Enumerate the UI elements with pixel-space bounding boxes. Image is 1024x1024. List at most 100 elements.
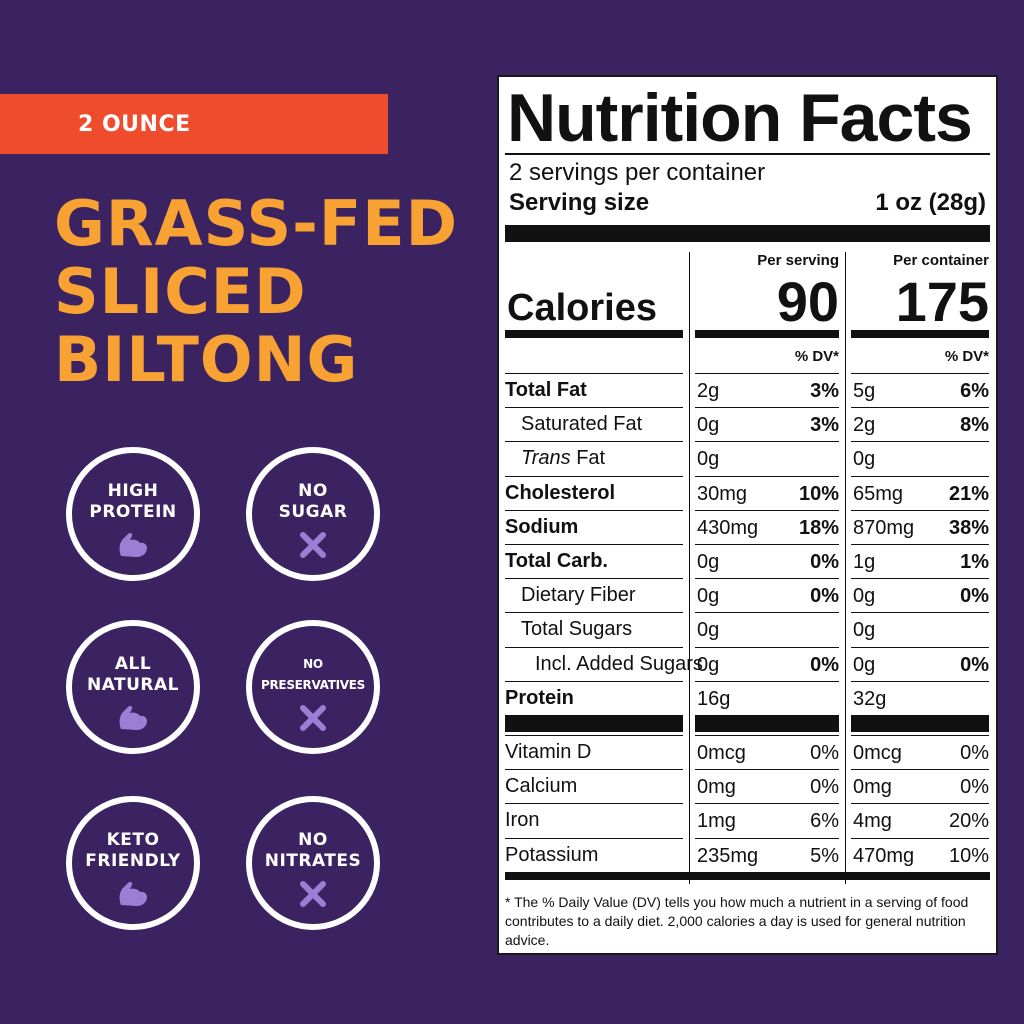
row-divider [695,544,839,545]
serving-amount: 0g [697,653,720,676]
badge-label: KETO FRIENDLY [85,830,181,871]
container-dv: 20% [948,810,989,833]
x-icon [299,704,327,736]
serving-dv: 3% [810,380,839,402]
divider [505,153,990,155]
nutrient-row: Trans Fat 0g 0g [499,441,1000,475]
container-dv: 38% [948,516,989,539]
serving-dv: 18% [798,516,839,539]
row-divider [695,373,839,374]
container-dv: 21% [948,482,989,505]
row-divider [505,578,683,580]
row-divider [505,735,683,736]
serving-amount: 30mg [697,482,748,505]
thick-divider [851,715,989,732]
row-divider [851,441,989,443]
nutrient-row: Incl. Added Sugars 0g 0% 0g 0% [499,647,1000,681]
nutrient-row: Sodium 430mg 18% 870mg 38% [499,510,1000,544]
nutrient-name: Sodium [505,515,579,538]
row-divider [505,837,683,839]
badge-label: ALL NATURAL [86,654,180,695]
container-amount: 870mg [853,516,915,539]
row-divider [851,769,989,771]
nutrient-name: Trans Fat [521,447,605,470]
container-amount: 0g [853,585,876,608]
flex-arm-icon [116,704,150,736]
row-divider [851,509,989,511]
thick-divider [505,872,990,880]
nutrient-row: Saturated Fat 0g 3% 2g 8% [499,407,1000,441]
serving-dv: 10% [798,482,839,505]
feature-badge: ALL NATURAL [66,620,200,754]
nutrient-name: Potassium [505,843,599,866]
container-amount: 0g [853,448,876,471]
row-divider [851,544,989,545]
column-divider [689,252,690,884]
nutrient-name: Iron [505,809,540,832]
container-amount: 4mg [853,810,892,833]
row-divider [505,373,683,374]
container-dv: 0% [960,653,989,676]
row-divider [505,475,683,477]
serving-amount: 235mg [697,844,759,867]
row-divider [695,769,839,771]
row-divider [695,475,839,477]
dv-header: % DV* [944,348,989,365]
nutrient-name: Saturated Fat [521,413,643,436]
nutrient-name: Total Carb. [505,550,608,572]
serving-amount: 16g [697,687,731,710]
nutrient-row: Protein 16g 32g [499,681,1000,715]
nutrient-name: Cholesterol [505,481,616,504]
row-divider [505,769,683,771]
nutrient-name: Incl. Added Sugars [535,652,703,675]
per-serving-header: Per serving [757,252,839,269]
nutrient-row: Potassium 235mg 5% 470mg 10% [499,838,1000,872]
title-line: SLICED [54,255,307,328]
row-divider [695,578,839,580]
per-container-header: Per container [893,252,989,269]
serving-dv: 0% [810,653,839,676]
row-divider [851,646,989,648]
footnote: * The % Daily Value (DV) tells you how m… [505,894,969,948]
serving-amount: 0g [697,619,720,642]
nutrient-row: Total Carb. 0g 0% 1g 1% [499,544,1000,578]
nutrient-row: Total Sugars 0g 0g [499,612,1000,646]
feature-badge: NO NITRATES [246,796,380,930]
calories-per-serving: 90 [776,270,839,333]
row-divider [851,373,989,374]
thick-divider [695,330,839,338]
row-divider [695,612,839,614]
row-divider [695,680,839,682]
row-divider [695,803,839,805]
row-divider [505,680,683,682]
serving-amount: 0mg [697,776,736,799]
badge-label: NO SUGAR [278,481,348,522]
row-divider [695,646,839,648]
row-divider [505,646,683,648]
flex-arm-icon [116,880,150,912]
flex-arm-icon [116,531,150,563]
size-banner: 2 OUNCE [0,94,388,154]
serving-amount: 2g [697,380,720,402]
serving-size-value: 1 oz (28g) [875,189,986,216]
container-amount: 470mg [853,844,915,867]
badge-label: HIGH PROTEIN [89,481,177,522]
container-amount: 0g [853,619,876,642]
container-amount: 32g [853,687,887,710]
row-divider [505,441,683,443]
servings-per-container: 2 servings per container [509,159,766,186]
thick-divider [505,715,683,732]
row-divider [851,735,989,736]
serving-dv: 0% [810,585,839,608]
row-divider [851,803,989,805]
row-divider [695,837,839,839]
container-dv: 10% [948,844,989,867]
thick-divider [851,330,989,338]
nutrient-row: Total Fat 2g 3% 5g 6% [499,373,1000,407]
title-line: GRASS-FED [54,187,459,260]
nutrient-row: Cholesterol 30mg 10% 65mg 21% [499,476,1000,510]
thick-divider [505,225,990,242]
serving-amount: 0mcg [697,742,746,764]
container-amount: 5g [853,380,876,402]
nutrient-name: Total Sugars [521,618,633,641]
